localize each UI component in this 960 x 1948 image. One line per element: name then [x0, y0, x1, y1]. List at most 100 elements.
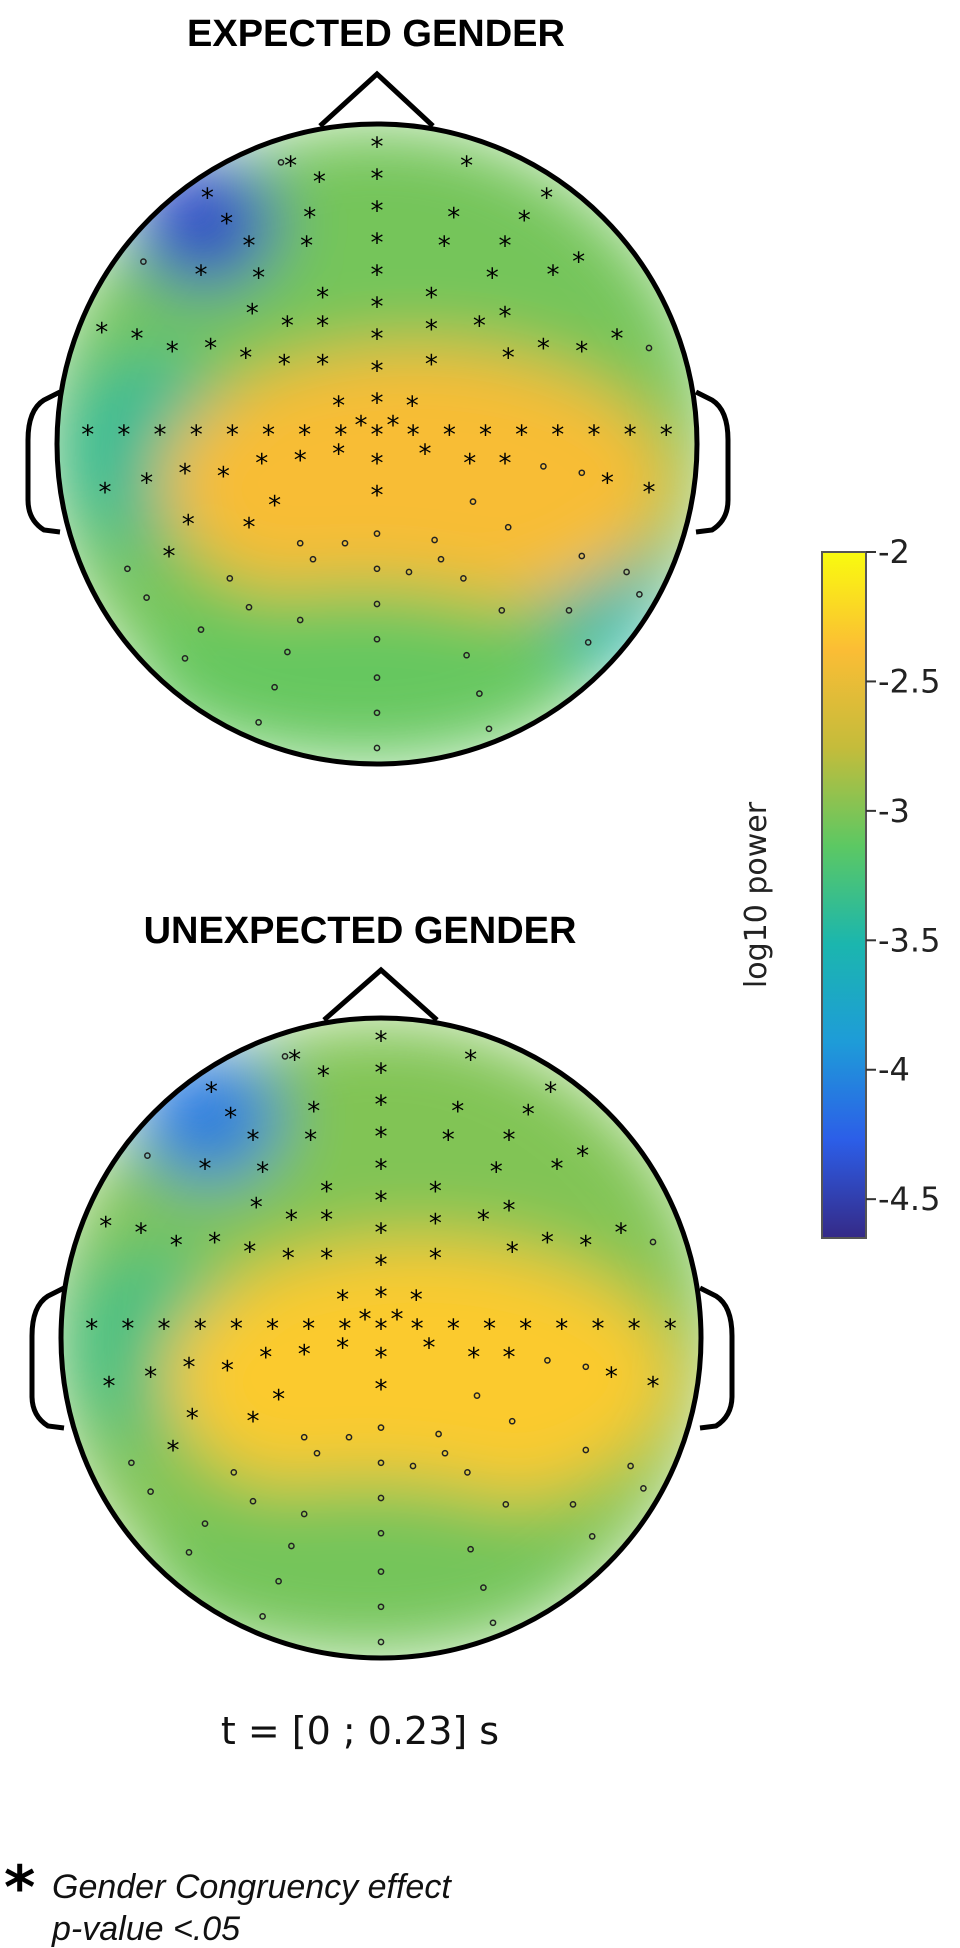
colorbar-ticks: -2 -2.5 -3 -3.5 -4 -4.5 — [866, 533, 940, 1218]
nonsignificant-electrode — [377, 1494, 385, 1502]
nonsignificant-electrode — [463, 651, 470, 659]
nonsignificant-electrode — [313, 1449, 321, 1457]
significant-electrode: * — [243, 1238, 256, 1268]
nonsignificant-electrode — [437, 555, 445, 563]
significant-electrode: * — [313, 168, 326, 198]
nonsignificant-electrode — [508, 1417, 516, 1425]
significant-electrode: * — [464, 1046, 477, 1076]
significant-electrode: * — [355, 411, 368, 441]
significant-electrode: * — [103, 1372, 116, 1402]
significant-electrode: * — [429, 1177, 442, 1207]
nonsignificant-electrode — [309, 555, 317, 563]
nonsignificant-electrode — [277, 159, 285, 166]
significant-electrode: * — [316, 350, 329, 380]
nonsignificant-electrode — [185, 1549, 193, 1556]
significant-electrode: * — [519, 1314, 532, 1344]
significant-electrode: * — [154, 420, 167, 450]
significant-electrode: * — [587, 420, 600, 450]
significant-electrode: * — [243, 232, 256, 262]
nonsignificant-electrode — [147, 1488, 154, 1495]
nonsignificant-electrode — [489, 1619, 497, 1627]
significant-electrode: * — [375, 1314, 388, 1344]
nonsignificant-electrode — [230, 1469, 238, 1476]
nonsignificant-electrode — [540, 463, 547, 470]
nonsignificant-electrode — [259, 1613, 266, 1620]
colorbar-tick-label: -3 — [878, 792, 910, 830]
significant-electrode: * — [243, 513, 256, 543]
significant-electrode: * — [601, 468, 614, 498]
significant-electrode: * — [387, 411, 400, 441]
significant-electrode: * — [423, 1334, 436, 1364]
significant-electrode: * — [307, 1097, 320, 1127]
nonsignificant-electrode — [377, 1529, 385, 1537]
colorbar-tick-label: -2 — [878, 533, 910, 571]
significant-electrode: * — [451, 1097, 464, 1127]
significant-electrode: * — [246, 299, 259, 329]
significant-electrode: * — [230, 1314, 243, 1344]
significant-electrode: * — [429, 1209, 442, 1239]
significant-electrode: * — [371, 388, 384, 418]
significant-electrode: * — [332, 392, 345, 422]
nonsignificant-electrode — [345, 1433, 353, 1441]
significant-electrode: * — [201, 184, 214, 214]
nonsignificant-electrode — [296, 616, 304, 624]
significant-electrode: * — [131, 324, 144, 354]
significant-electrode: * — [170, 1231, 183, 1261]
significant-electrode: * — [503, 1343, 516, 1373]
legend-line-1: Gender Congruency effect — [52, 1868, 452, 1906]
significant-electrode: * — [334, 420, 347, 450]
nonsignificant-electrode — [245, 603, 253, 611]
significant-electrode: * — [371, 449, 384, 479]
significant-electrode: * — [407, 420, 420, 450]
significant-electrode: * — [272, 1385, 285, 1415]
nose-outline — [322, 966, 439, 1022]
nonsignificant-electrode — [578, 469, 586, 477]
significant-electrode: * — [371, 356, 384, 386]
significant-electrode: * — [221, 1356, 234, 1386]
significant-electrode: * — [371, 260, 384, 290]
nonsignificant-electrode — [502, 1501, 510, 1508]
significant-electrode: * — [447, 203, 460, 233]
significant-electrode: * — [320, 1177, 333, 1207]
significant-electrode: * — [499, 232, 512, 262]
significant-electrode: * — [190, 420, 203, 450]
significant-electrode: * — [443, 420, 456, 450]
significant-electrode: * — [338, 1314, 351, 1344]
nonsignificant-electrode — [582, 1446, 590, 1454]
significant-electrode: * — [284, 152, 297, 182]
nonsignificant-electrode — [377, 1638, 385, 1646]
left-ear-outline — [29, 1285, 66, 1431]
significant-electrode: * — [660, 420, 673, 450]
significant-electrode: * — [473, 312, 486, 342]
significant-electrode: * — [541, 1228, 554, 1258]
nonsignificant-electrode — [569, 1501, 577, 1508]
significant-electrode: * — [544, 1078, 557, 1108]
significant-electrode: * — [285, 1206, 298, 1236]
significant-electrode: * — [375, 1250, 388, 1280]
significant-electrode: * — [499, 302, 512, 332]
significant-electrode: * — [537, 334, 550, 364]
nonsignificant-electrode — [300, 1510, 308, 1518]
nonsignificant-electrode — [476, 690, 483, 697]
significant-electrode: * — [647, 1372, 660, 1402]
significant-electrode: * — [375, 1090, 388, 1120]
significant-electrode: * — [304, 1126, 317, 1156]
nonsignificant-electrode — [144, 1152, 151, 1159]
significant-electrode: * — [99, 478, 112, 508]
nonsignificant-electrode — [473, 1392, 481, 1399]
power-region-central-max — [163, 1242, 676, 1511]
nonsignificant-electrode — [377, 1568, 385, 1575]
topoplot-title: EXPECTED GENDER — [187, 13, 565, 55]
power-region-occipital — [137, 584, 585, 764]
topoplot-expected: EXPECTED GENDER ************** ** ** ** ** **… — [25, 13, 731, 767]
significant-electrode: * — [425, 315, 438, 345]
significant-electrode: * — [320, 1244, 333, 1274]
nonsignificant-electrode — [341, 539, 349, 547]
nonsignificant-electrode — [275, 1577, 282, 1585]
significant-electrode: * — [250, 1193, 263, 1223]
significant-electrode: * — [477, 1206, 490, 1236]
significant-electrode: * — [572, 248, 585, 278]
power-region-occipital — [141, 1478, 589, 1658]
significant-electrode: * — [85, 1314, 98, 1344]
significant-electrode: * — [95, 318, 108, 348]
